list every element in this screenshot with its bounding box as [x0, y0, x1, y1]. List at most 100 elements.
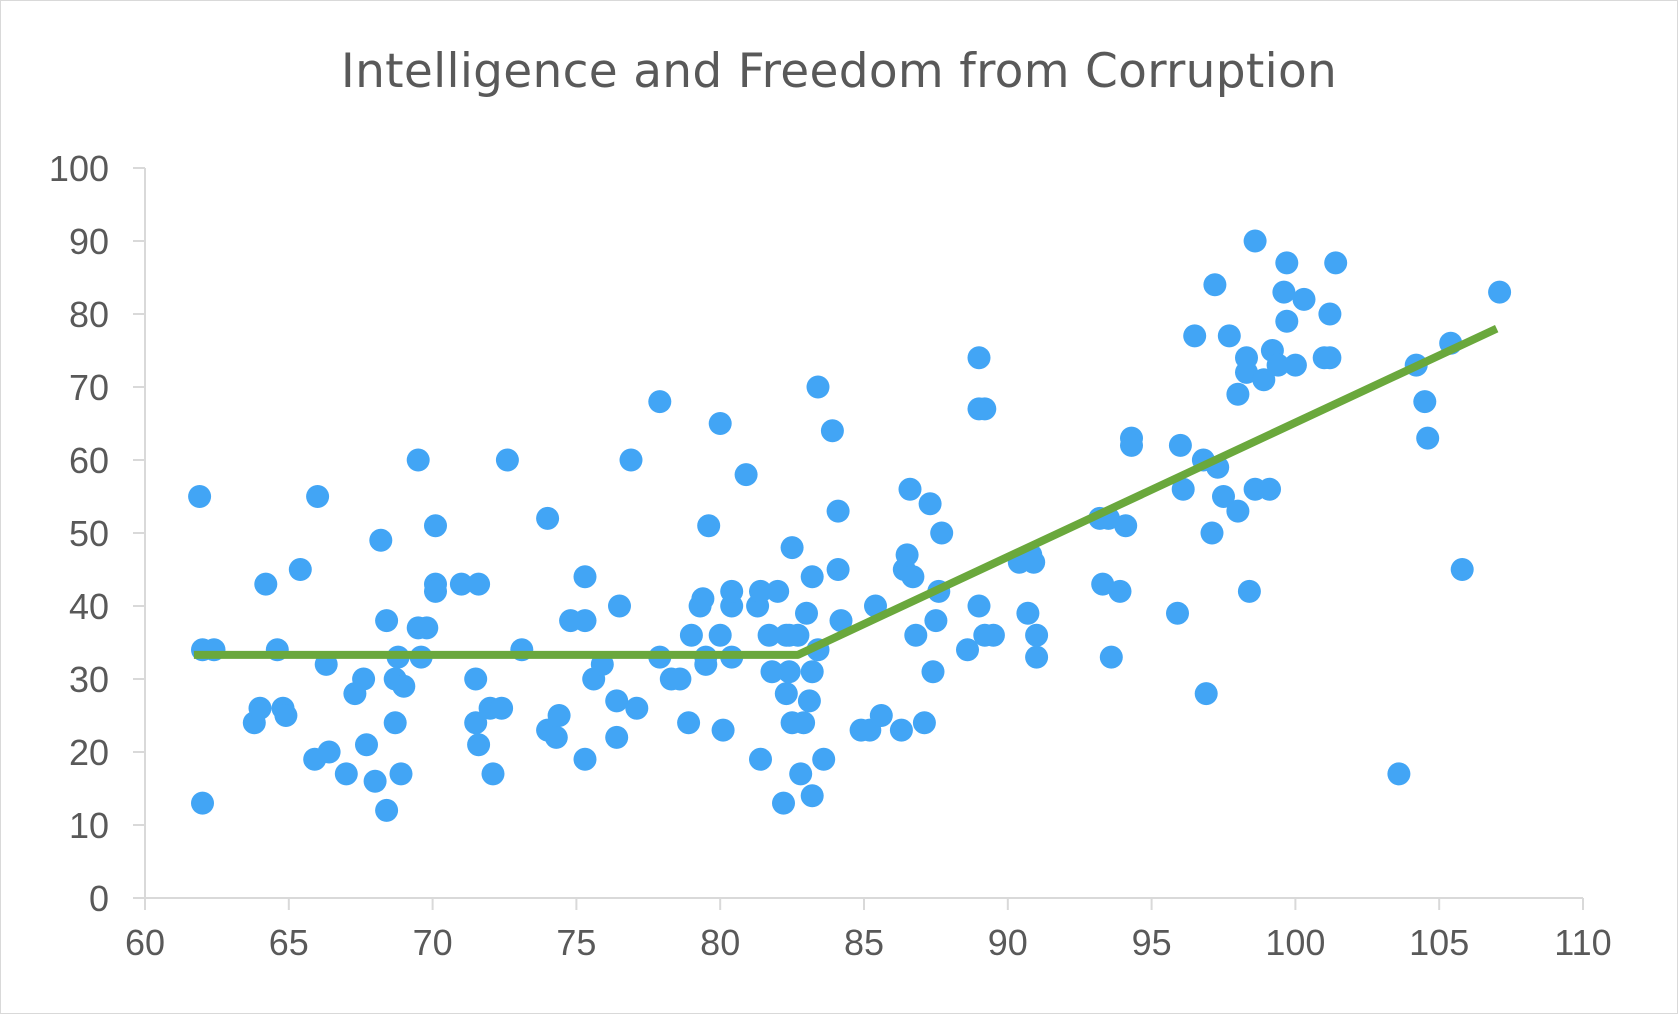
- data-point: [248, 696, 272, 720]
- y-tick-label: 70: [69, 367, 109, 408]
- data-point: [800, 660, 824, 684]
- data-point: [777, 660, 801, 684]
- x-tick-label: 65: [269, 922, 309, 963]
- data-point: [800, 784, 824, 808]
- data-point: [490, 696, 514, 720]
- data-point: [547, 704, 571, 727]
- data-point: [901, 565, 925, 589]
- data-point: [1200, 521, 1224, 545]
- data-point: [1226, 499, 1250, 523]
- data-point: [904, 623, 928, 647]
- data-point: [1166, 601, 1189, 625]
- data-point: [495, 448, 519, 472]
- data-point: [1292, 287, 1316, 311]
- x-tick-labels: 60 65 70 75 80 85 90 95 100 105 110: [125, 922, 1612, 963]
- data-point: [708, 623, 732, 647]
- data-point: [711, 718, 735, 742]
- trend-lines: [193, 324, 1499, 659]
- x-tick-label: 90: [988, 922, 1028, 963]
- chart-title: Intelligence and Freedom from Corruption: [340, 44, 1338, 99]
- data-point: [254, 572, 278, 596]
- data-point: [708, 412, 732, 435]
- data-point: [930, 521, 954, 545]
- data-point: [1387, 762, 1411, 786]
- data-point: [973, 397, 997, 421]
- data-point: [1235, 346, 1258, 370]
- data-point: [389, 762, 413, 786]
- data-point: [536, 506, 560, 530]
- data-point: [288, 558, 312, 581]
- data-point: [677, 711, 701, 735]
- data-point: [573, 565, 597, 589]
- data-point: [749, 747, 772, 771]
- data-point: [829, 609, 853, 633]
- data-point: [1226, 382, 1250, 406]
- data-point: [967, 594, 991, 618]
- data-point: [697, 514, 721, 538]
- data-point: [375, 609, 399, 633]
- data-point: [369, 528, 393, 552]
- y-tick-label: 80: [69, 294, 109, 335]
- data-point: [800, 565, 824, 589]
- y-tick-label: 30: [69, 659, 109, 700]
- data-point: [363, 769, 387, 793]
- x-tick-label: 95: [1132, 922, 1172, 963]
- data-point: [668, 667, 692, 691]
- data-point: [415, 616, 439, 640]
- data-point: [956, 638, 979, 662]
- trend-line: [193, 324, 1499, 659]
- data-point: [1413, 390, 1437, 414]
- data-point: [648, 390, 672, 414]
- y-tick-label: 40: [69, 586, 109, 627]
- y-tick-label: 20: [69, 732, 109, 773]
- data-point: [573, 747, 597, 771]
- y-tick-label: 50: [69, 513, 109, 554]
- data-point: [1114, 514, 1138, 538]
- x-tick-label: 80: [700, 922, 740, 963]
- data-point: [317, 740, 341, 764]
- data-point: [1283, 353, 1307, 377]
- data-point: [789, 762, 813, 786]
- data-point: [274, 704, 298, 727]
- data-point: [679, 623, 703, 647]
- data-point: [797, 689, 821, 713]
- data-point: [1450, 558, 1474, 581]
- data-point: [608, 594, 631, 618]
- data-point: [1091, 572, 1115, 596]
- data-point: [191, 791, 214, 815]
- data-point: [795, 601, 818, 625]
- data-point: [749, 579, 772, 603]
- data-point: [544, 725, 568, 749]
- data-point: [1318, 302, 1342, 326]
- x-tick-label: 70: [413, 922, 453, 963]
- data-point: [1025, 645, 1049, 669]
- data-point: [720, 579, 744, 603]
- data-point: [1016, 601, 1040, 625]
- data-point: [573, 609, 597, 633]
- data-point: [605, 725, 629, 749]
- data-point: [792, 711, 816, 735]
- x-tick-label: 110: [1554, 922, 1611, 963]
- data-point: [1488, 280, 1512, 304]
- data-point: [1266, 353, 1290, 377]
- data-point: [924, 609, 948, 633]
- x-tick-label: 105: [1409, 922, 1469, 963]
- data-point: [1022, 550, 1046, 574]
- data-point: [1258, 477, 1281, 501]
- data-point: [912, 711, 936, 735]
- data-point: [921, 660, 945, 684]
- data-point: [424, 514, 447, 538]
- data-point: [774, 682, 798, 706]
- data-point: [820, 419, 844, 443]
- data-point: [981, 623, 1005, 647]
- y-tick-labels: 0 10 20 30 40 50 60 70 80 90 100: [49, 148, 109, 919]
- x-tick-label: 100: [1265, 922, 1325, 963]
- data-point: [766, 579, 790, 603]
- data-point: [734, 463, 758, 487]
- data-point: [1120, 433, 1143, 457]
- data-point: [772, 791, 795, 815]
- data-point: [1099, 645, 1123, 669]
- data-point: [464, 667, 488, 691]
- data-point: [605, 689, 629, 713]
- data-point: [1217, 324, 1241, 348]
